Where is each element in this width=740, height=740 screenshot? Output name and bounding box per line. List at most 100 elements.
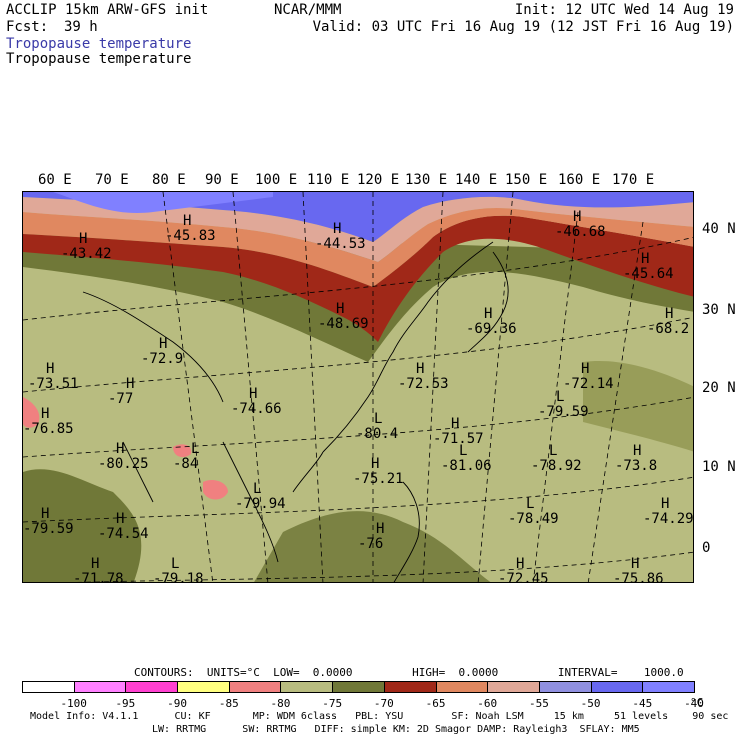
marker-symbol: H (336, 301, 345, 317)
marker-symbol: H (516, 556, 525, 572)
marker-value: -80.4 (356, 426, 399, 442)
high-marker: H -79.59 (23, 507, 74, 536)
marker-symbol: L (526, 496, 535, 512)
marker-symbol: L (253, 481, 262, 497)
high-marker: H -44.53 (315, 222, 366, 251)
marker-value: -72.53 (398, 376, 449, 392)
marker-value: -75.86 (613, 571, 664, 583)
colorbar-swatch (280, 681, 334, 693)
marker-symbol: H (126, 376, 135, 392)
marker-value: -72.9 (141, 351, 184, 367)
colorbar-unit: °C (690, 696, 704, 709)
marker-symbol: L (171, 556, 180, 572)
marker-symbol: H (116, 441, 125, 457)
lon-label: 140 E (455, 172, 498, 188)
marker-symbol: L (191, 441, 200, 457)
marker-value: -45.83 (165, 228, 216, 244)
high-marker: H -74.29 (643, 497, 694, 527)
high-marker: H -76.85 (23, 407, 74, 436)
high-marker: H -71.57 (433, 417, 484, 446)
colorbar-label: -50 (580, 697, 601, 710)
marker-symbol: H (249, 386, 258, 402)
marker-value: -73.51 (28, 376, 79, 392)
marker-symbol: H (41, 406, 50, 422)
field-olive-mid-e (583, 361, 693, 452)
valid-time: Valid: 03 UTC Fri 16 Aug 19 (12 JST Fri … (312, 19, 734, 35)
colorbar-label: -75 (322, 697, 343, 710)
colorbar-label: -90 (167, 697, 187, 710)
marker-value: -78.49 (508, 511, 559, 527)
marker-symbol: H (41, 506, 50, 522)
lat-label: 0 (702, 540, 711, 556)
marker-value: -48.69 (318, 316, 369, 332)
center-name: NCAR/MMM (274, 2, 342, 18)
low-marker: L -79.59 (538, 390, 589, 419)
marker-symbol: H (416, 361, 425, 377)
lon-label: 80 E (152, 172, 186, 188)
marker-value: -45.64 (623, 266, 674, 282)
marker-symbol: L (374, 411, 383, 427)
colorbar-label: -70 (373, 697, 394, 710)
high-marker: H -72.45 (498, 556, 549, 582)
low-marker: L -81.06 (441, 444, 492, 473)
lon-label: 160 E (558, 172, 601, 188)
marker-value: -79.94 (235, 496, 286, 512)
low-marker: L -78.49 (508, 497, 559, 526)
colorbar-swatch (177, 681, 230, 693)
high-marker: H -75.21 (353, 457, 404, 486)
colorbar-swatch (73, 681, 127, 693)
colorbar-label: -65 (425, 697, 446, 710)
lat-label: 20 N (702, 380, 736, 396)
field-blue-light (53, 192, 273, 213)
high-marker: H -72.9 (141, 337, 183, 366)
field-salmon (23, 196, 693, 262)
low-marker: L -79.18 (153, 556, 204, 583)
marker-value: -84 (173, 456, 199, 472)
high-marker: H -69.36 (466, 307, 517, 336)
graticule (23, 192, 693, 582)
marker-value: -71.57 (433, 431, 484, 447)
lat-label: 40 N (702, 221, 736, 237)
marker-value: -72.14 (563, 376, 614, 392)
marker-symbol: H (91, 556, 100, 572)
marker-value: -81.06 (441, 458, 492, 474)
marker-value: -74.29 (643, 511, 694, 527)
colorbar-label: -55 (528, 697, 549, 710)
lon-label: 70 E (95, 172, 129, 188)
map-canvas (23, 192, 693, 582)
marker-value: -78.92 (531, 458, 582, 474)
marker-symbol: H (376, 521, 385, 537)
marker-symbol: H (573, 209, 582, 225)
field-pink-c (203, 480, 228, 500)
marker-symbol: H (484, 306, 493, 322)
marker-symbol: L (549, 443, 558, 459)
marker-value: -79.18 (153, 571, 204, 583)
marker-value: -73.8 (615, 458, 658, 474)
lon-label: 170 E (612, 172, 655, 188)
high-marker: H -74.54 (98, 512, 149, 541)
high-marker: H -72.14 (563, 362, 614, 391)
marker-value: -74.54 (98, 526, 149, 542)
field-red (23, 215, 693, 342)
lon-label: 130 E (405, 172, 448, 188)
model-info-line1: Model Info: V4.1.1 CU: KF MP: WDM 6class… (30, 711, 729, 722)
lon-label: 90 E (205, 172, 239, 188)
colorbar-label: -60 (477, 697, 498, 710)
marker-value: -76.85 (23, 421, 74, 437)
marker-symbol: H (581, 361, 590, 377)
high-marker: H -80.25 (98, 442, 149, 471)
marker-value: -77 (108, 391, 134, 407)
high-marker: H -73.8 (615, 444, 657, 473)
high-marker: H -71.78 (73, 556, 124, 582)
high-marker: H -76 (358, 522, 384, 551)
marker-symbol: L (459, 443, 468, 459)
marker-symbol: H (371, 456, 380, 472)
marker-symbol: H (46, 361, 55, 377)
field-title-colored: Tropopause temperature (6, 36, 192, 52)
high-marker: H -74.66 (231, 387, 282, 416)
marker-value: -74.66 (231, 401, 282, 417)
marker-value: -68.2 (647, 321, 690, 337)
lon-label: 100 E (255, 172, 298, 188)
marker-symbol: L (556, 389, 565, 405)
colorbar-swatch (590, 681, 644, 693)
